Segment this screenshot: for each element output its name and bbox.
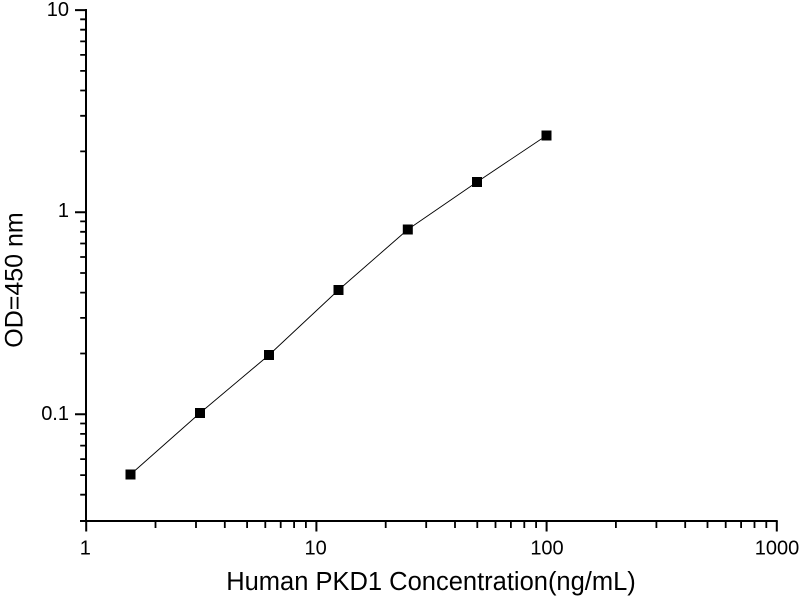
svg-text:OD=450 nm: OD=450 nm xyxy=(1,212,29,348)
svg-text:1: 1 xyxy=(80,538,91,560)
svg-text:Human PKD1 Concentration(ng/mL: Human PKD1 Concentration(ng/mL) xyxy=(226,568,636,596)
svg-text:1000: 1000 xyxy=(755,538,800,560)
svg-text:10: 10 xyxy=(304,538,326,560)
svg-text:1: 1 xyxy=(58,200,69,222)
svg-text:0.1: 0.1 xyxy=(41,403,69,425)
svg-text:10: 10 xyxy=(47,0,69,21)
svg-text:100: 100 xyxy=(530,538,563,560)
